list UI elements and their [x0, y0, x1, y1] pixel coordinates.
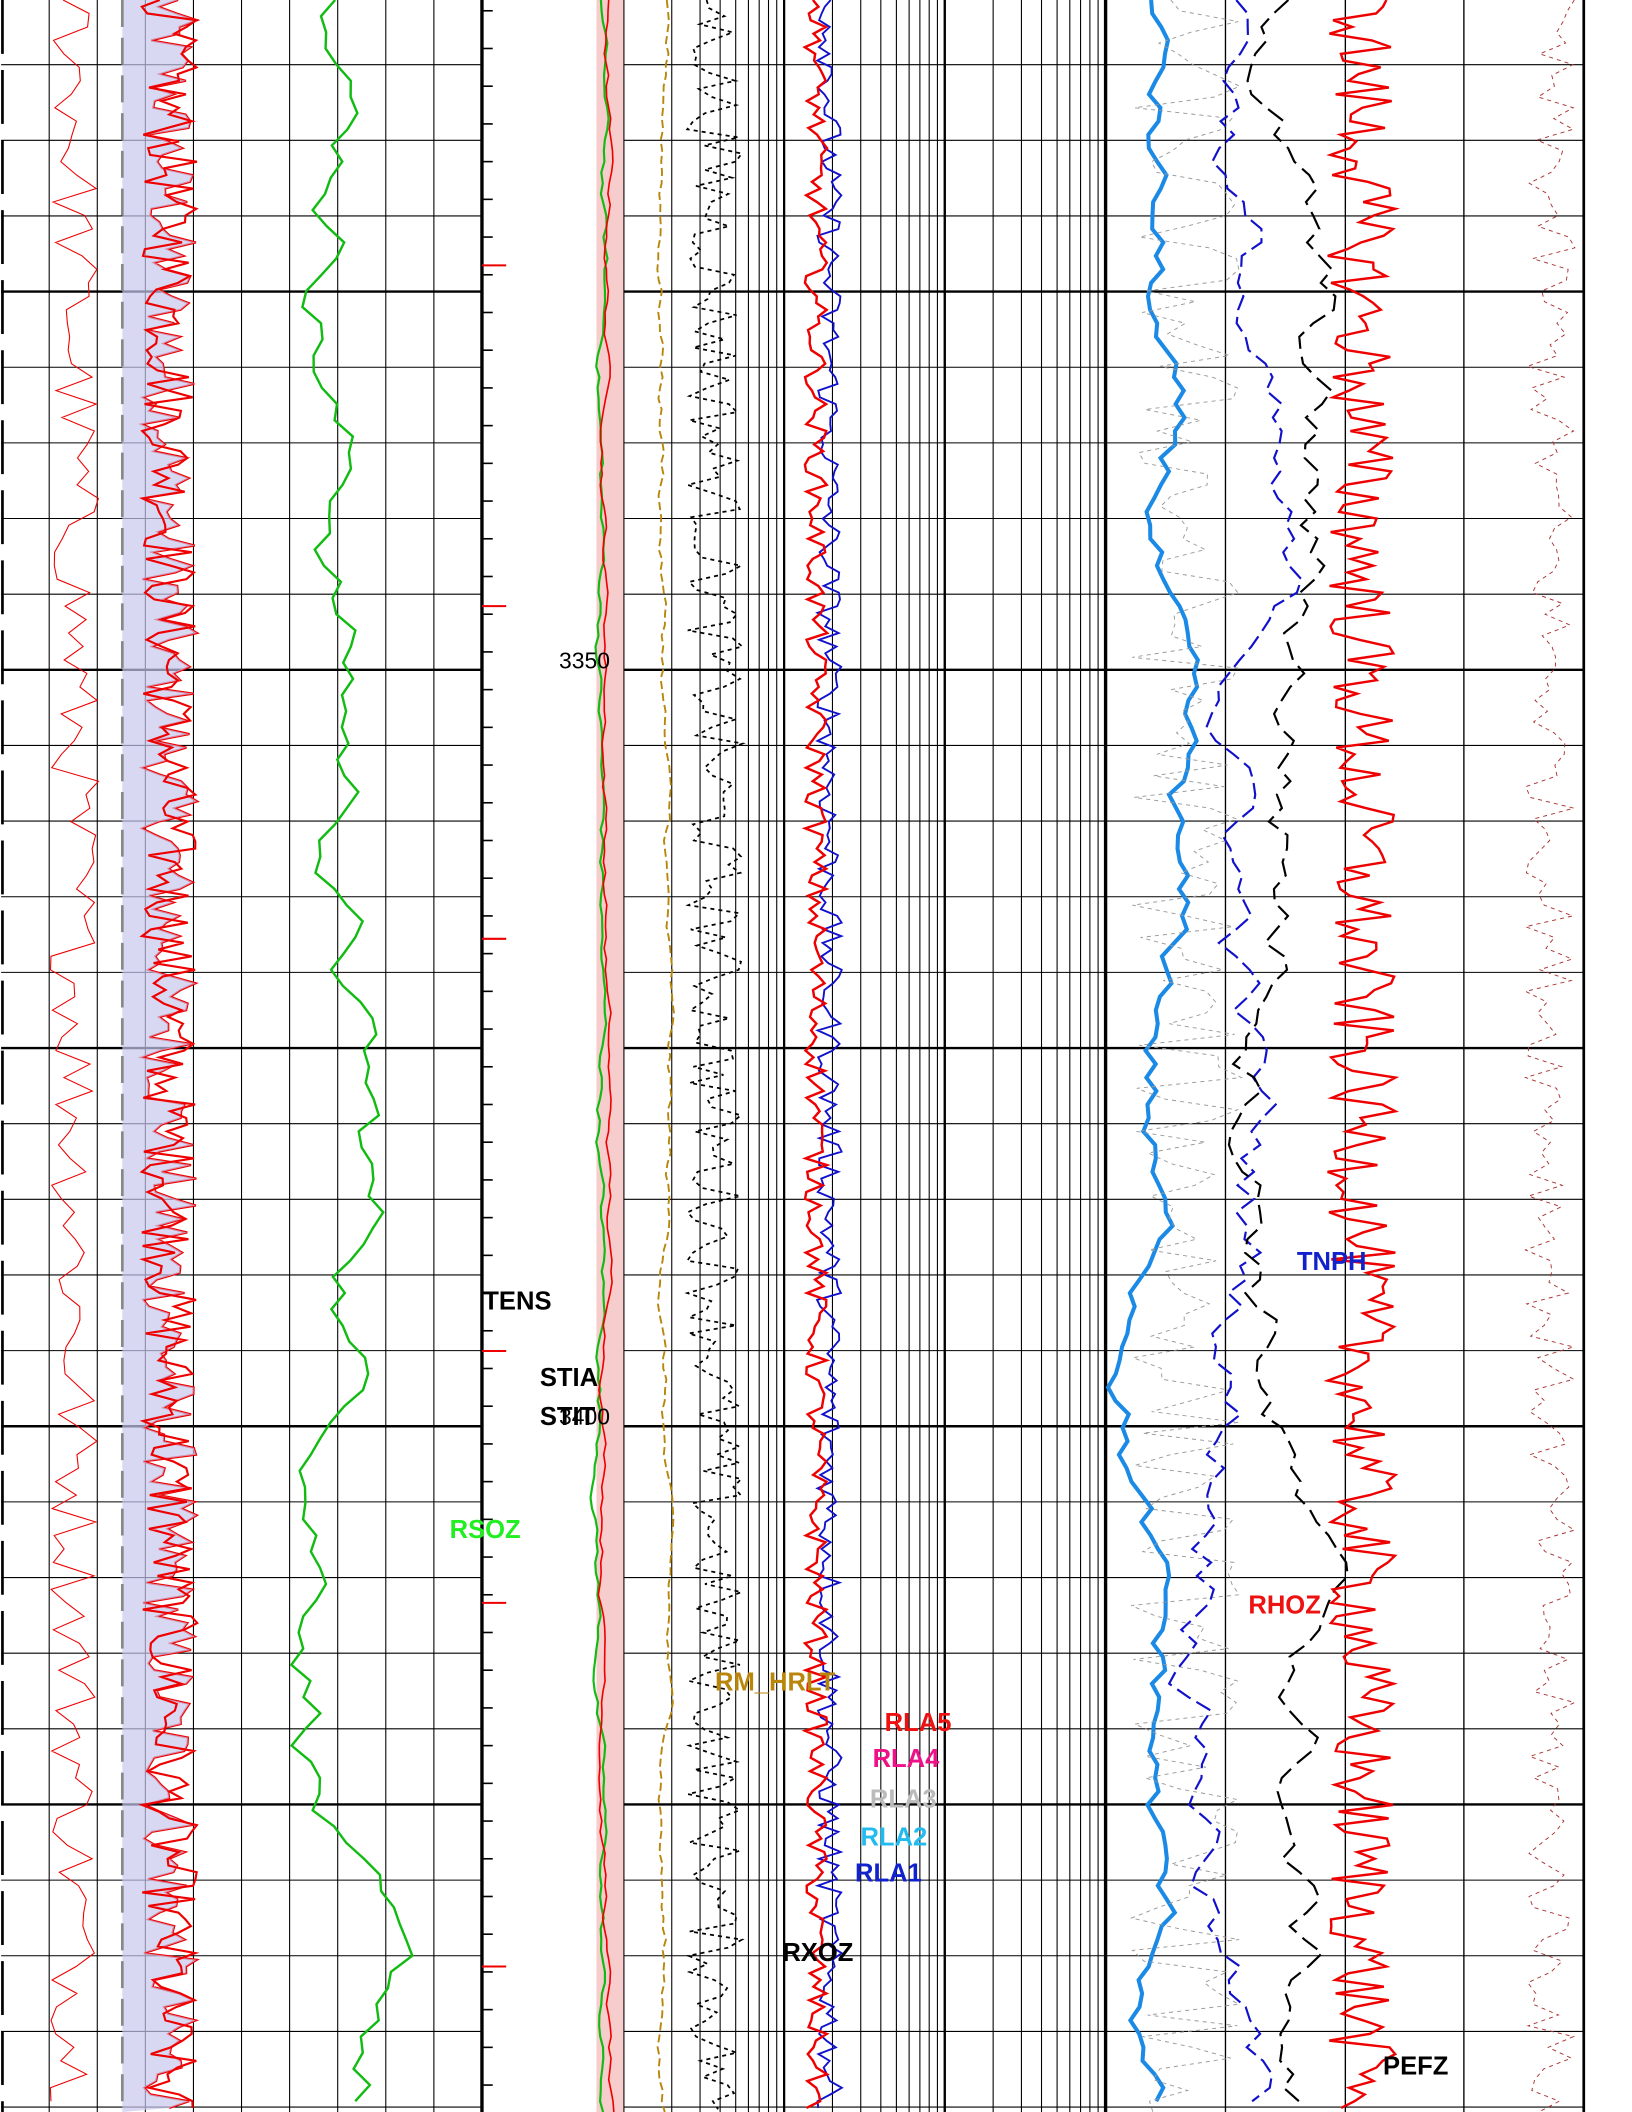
curve-label: STIA — [540, 1364, 598, 1392]
curve-label: RLA1 — [855, 1860, 922, 1888]
curve — [801, 0, 831, 2110]
curve — [1105, 0, 1201, 2103]
curve-label: TENS — [483, 1287, 551, 1315]
curve — [49, 0, 100, 2102]
curve-label: RM_HRLT — [715, 1668, 836, 1696]
curve — [1227, 0, 1349, 2103]
curve — [289, 0, 414, 2103]
curve-label: TNPH — [1297, 1248, 1367, 1276]
curve-label: RLA2 — [860, 1823, 927, 1851]
curve-label: RLA4 — [873, 1745, 941, 1773]
curve-label: RLA5 — [885, 1709, 952, 1737]
curve — [656, 0, 675, 2112]
curve-label: RLA3 — [870, 1786, 937, 1814]
curve — [138, 0, 200, 2109]
curve — [589, 0, 610, 2112]
curve — [1129, 0, 1244, 2112]
curve-label: RSOZ — [450, 1516, 521, 1544]
depth-label: 3400 — [559, 1403, 610, 1429]
curve-label: RXOZ — [782, 1939, 853, 1967]
curve-label: RHOZ — [1248, 1592, 1320, 1620]
curve-label: STIT — [540, 1403, 596, 1431]
curve — [597, 0, 615, 2112]
curve — [814, 0, 845, 2109]
curve — [1167, 0, 1303, 2103]
curve-label: PEFZ — [1383, 2052, 1448, 2080]
curve — [1323, 0, 1400, 2110]
depth-label: 3350 — [559, 648, 610, 674]
curve-fill — [122, 0, 198, 2112]
curve — [684, 0, 746, 2110]
curve — [1523, 0, 1576, 2112]
